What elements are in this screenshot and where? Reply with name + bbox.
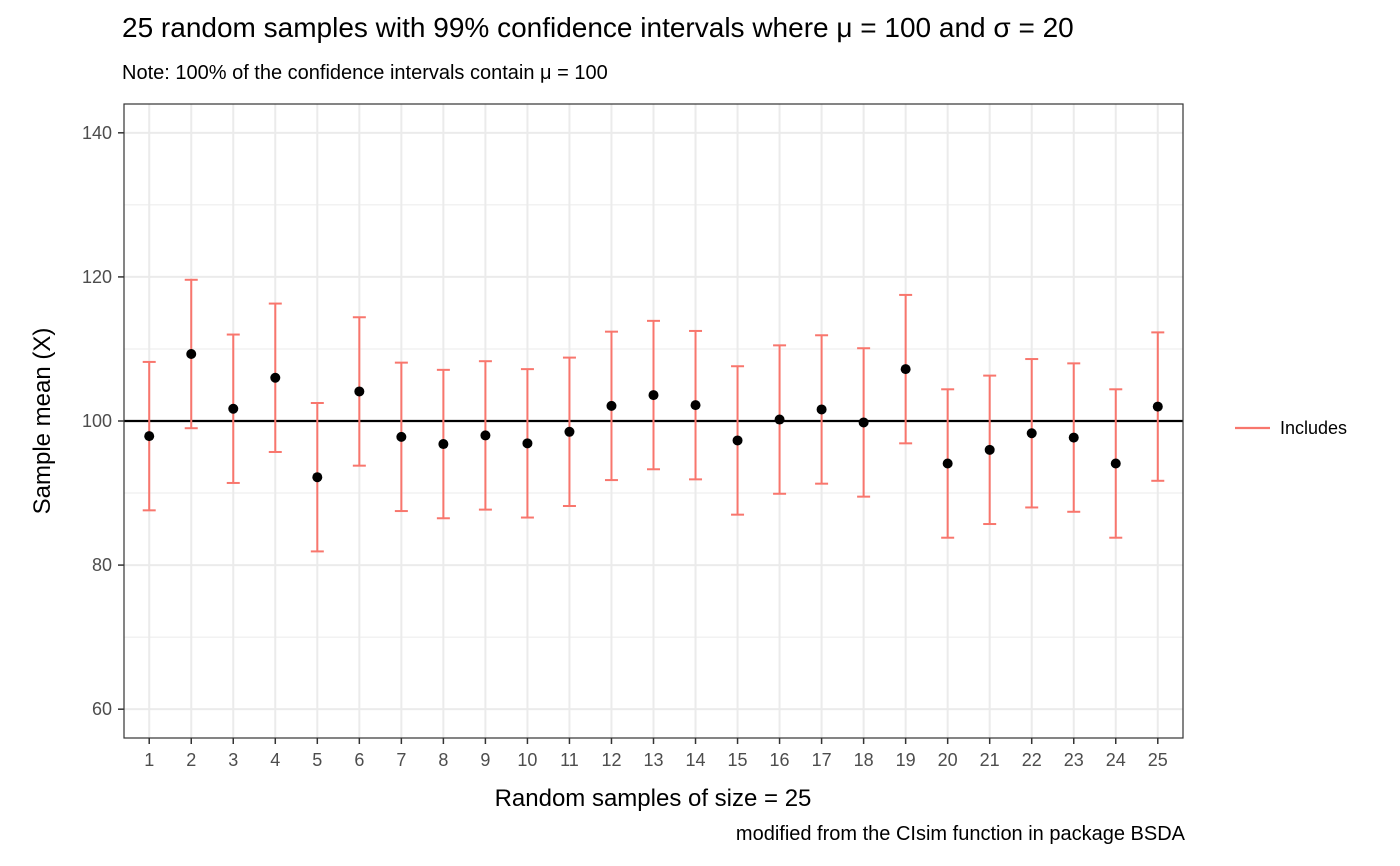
x-axis-title: Random samples of size = 25 xyxy=(495,785,812,812)
x-tick-label: 25 xyxy=(1148,750,1168,770)
sample-mean-point xyxy=(732,435,743,446)
sample-mean-point xyxy=(438,439,449,450)
x-tick-label: 2 xyxy=(186,750,196,770)
x-tick-label: 7 xyxy=(396,750,406,770)
sample-mean-point xyxy=(1110,458,1121,469)
y-tick-label: 120 xyxy=(82,267,112,287)
sample-mean-point xyxy=(1026,428,1037,439)
x-tick-label: 6 xyxy=(354,750,364,770)
legend: Includes xyxy=(1235,418,1347,438)
x-tick-label: 10 xyxy=(517,750,537,770)
x-tick-label: 14 xyxy=(686,750,706,770)
x-tick-label: 22 xyxy=(1022,750,1042,770)
x-tick-label: 20 xyxy=(938,750,958,770)
x-tick-label: 23 xyxy=(1064,750,1084,770)
chart-caption: modified from the CIsim function in pack… xyxy=(735,823,1185,845)
sample-mean-point xyxy=(522,438,533,449)
sample-mean-point xyxy=(690,400,701,411)
x-tick-label: 15 xyxy=(728,750,748,770)
x-tick-label: 12 xyxy=(601,750,621,770)
chart-title: 25 random samples with 99% confidence in… xyxy=(122,12,1074,43)
x-tick-label: 5 xyxy=(312,750,322,770)
sample-mean-points xyxy=(144,348,1163,483)
sample-mean-point xyxy=(816,404,827,415)
x-tick-label: 4 xyxy=(270,750,280,770)
sample-mean-point xyxy=(900,364,911,375)
x-tick-label: 19 xyxy=(896,750,916,770)
sample-mean-point xyxy=(984,444,995,455)
x-tick-label: 21 xyxy=(980,750,1000,770)
sample-mean-point xyxy=(270,372,281,383)
sample-mean-point xyxy=(1068,432,1079,443)
sample-mean-point xyxy=(312,472,323,483)
sample-mean-point xyxy=(480,430,491,441)
y-tick-label: 100 xyxy=(82,411,112,431)
sample-mean-point xyxy=(606,400,617,411)
y-axis-title-group: Sample mean (X) xyxy=(29,328,56,515)
y-tick-label: 140 xyxy=(82,123,112,143)
chart-subtitle: Note: 100% of the confidence intervals c… xyxy=(122,62,608,84)
sample-mean-point xyxy=(774,414,785,425)
x-tick-label: 1 xyxy=(144,750,154,770)
sample-mean-point xyxy=(186,348,197,359)
x-tick-label: 11 xyxy=(560,750,579,770)
x-tick-label: 8 xyxy=(438,750,448,770)
sample-mean-point xyxy=(228,403,239,414)
sample-mean-point xyxy=(144,431,155,442)
legend-label: Includes xyxy=(1280,418,1347,438)
sample-mean-point xyxy=(648,390,659,401)
sample-mean-point xyxy=(1152,401,1163,412)
sample-mean-point xyxy=(396,431,407,442)
x-tick-label: 18 xyxy=(854,750,874,770)
x-tick-label: 13 xyxy=(643,750,663,770)
x-tick-label: 9 xyxy=(480,750,490,770)
y-tick-label: 80 xyxy=(92,555,112,575)
sample-mean-point xyxy=(858,417,869,428)
y-tick-label: 60 xyxy=(92,699,112,719)
x-tick-label: 24 xyxy=(1106,750,1126,770)
sample-mean-point xyxy=(564,426,575,437)
x-tick-label: 16 xyxy=(770,750,790,770)
sample-mean-point xyxy=(354,386,365,397)
x-tick-label: 3 xyxy=(228,750,238,770)
sample-mean-point xyxy=(942,458,953,469)
y-axis-title: Sample mean (X) xyxy=(29,328,56,515)
x-tick-label: 17 xyxy=(812,750,832,770)
